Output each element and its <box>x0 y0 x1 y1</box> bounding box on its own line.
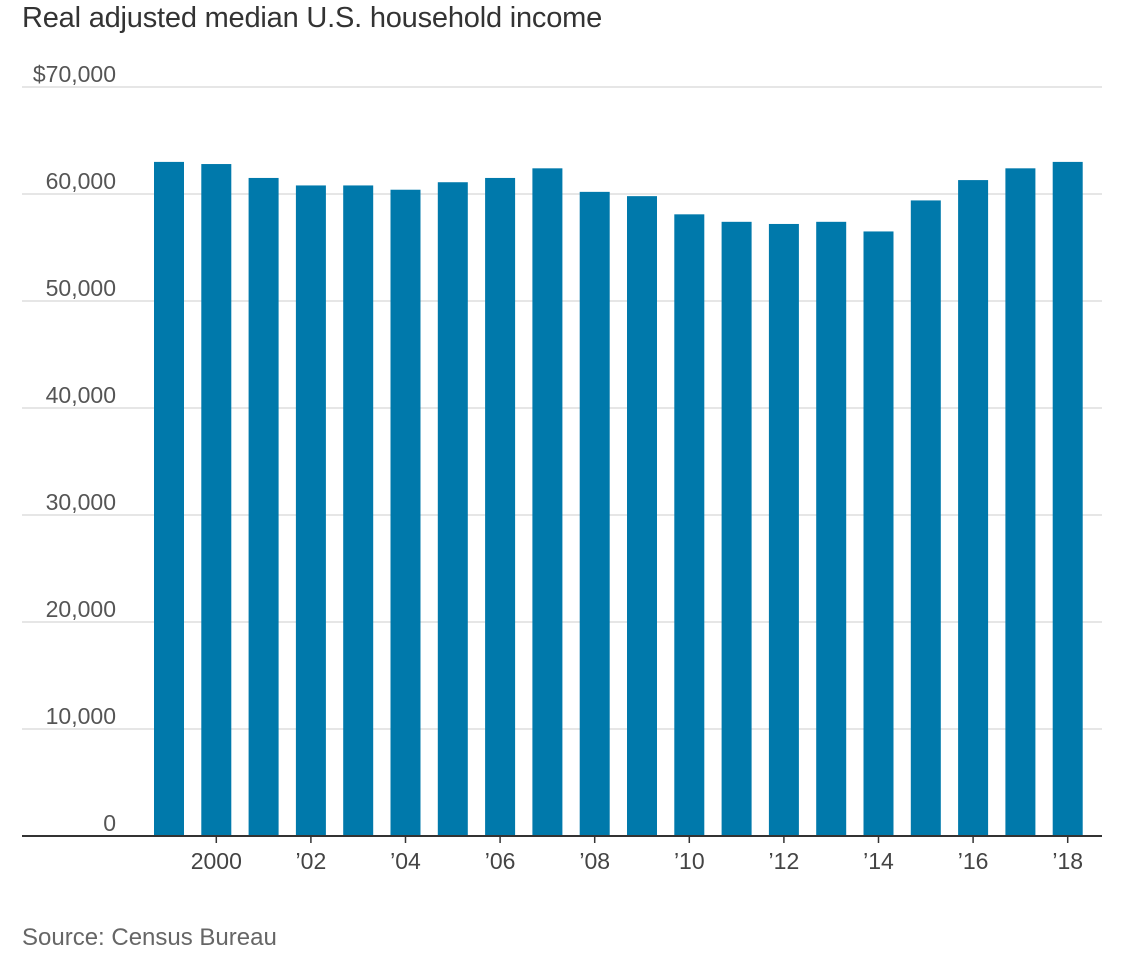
bar-2008 <box>579 191 610 837</box>
bar-2018 <box>1052 161 1083 836</box>
chart-title: Real adjusted median U.S. household inco… <box>22 2 603 34</box>
x-tick-label: ’08 <box>579 848 610 874</box>
y-tick-label: 40,000 <box>46 382 116 408</box>
y-tick-label: 60,000 <box>46 168 116 194</box>
bar-2011 <box>721 221 752 836</box>
x-tick-label: ’12 <box>769 848 800 874</box>
bar-2006 <box>485 177 516 836</box>
x-tick-label: ’16 <box>958 848 989 874</box>
bar-2015 <box>910 200 941 837</box>
bar-1999 <box>154 161 184 836</box>
bar-2007 <box>532 168 563 836</box>
y-tick-label: $70,000 <box>33 61 116 87</box>
x-tick-label: ’04 <box>390 848 421 874</box>
y-axis-labels: 0 10,000 20,000 30,000 40,000 50,000 60,000 $70… <box>33 61 116 836</box>
y-tick-label: 20,000 <box>46 596 116 622</box>
x-tick-label: ’10 <box>674 848 705 874</box>
bar-2009 <box>627 196 657 836</box>
source-note: Source: Census Bureau <box>22 924 277 951</box>
y-tick-label: 10,000 <box>46 703 116 729</box>
y-tick-label: 0 <box>103 810 116 836</box>
bars <box>154 161 1083 837</box>
x-axis <box>22 835 1102 843</box>
y-tick-label: 50,000 <box>46 275 116 301</box>
bar-2017 <box>1005 168 1036 836</box>
bar-2003 <box>343 185 374 836</box>
x-tick-label: ’06 <box>485 848 516 874</box>
y-tick-label: 30,000 <box>46 489 116 515</box>
x-tick-label: 2000 <box>191 848 242 874</box>
bar-2000 <box>201 164 232 837</box>
bar-chart: 0 10,000 20,000 30,000 40,000 50,000 60,000 $70… <box>22 61 1102 874</box>
bar-2012 <box>768 223 799 836</box>
x-tick-label: ’14 <box>863 848 894 874</box>
bar-2016 <box>958 180 989 837</box>
x-axis-labels: 2000 ’02 ’04 ’06 ’08 ’10 ’12 ’14 ’16 ’18 <box>191 848 1083 874</box>
x-tick-label: ’18 <box>1052 848 1083 874</box>
bar-2005 <box>437 182 468 837</box>
bar-2013 <box>816 221 847 836</box>
bar-2001 <box>248 177 279 836</box>
bar-2014 <box>863 231 894 836</box>
bar-2002 <box>295 185 326 836</box>
bar-2010 <box>674 214 705 836</box>
x-tick-label: ’02 <box>296 848 327 874</box>
bar-2004 <box>390 189 421 837</box>
